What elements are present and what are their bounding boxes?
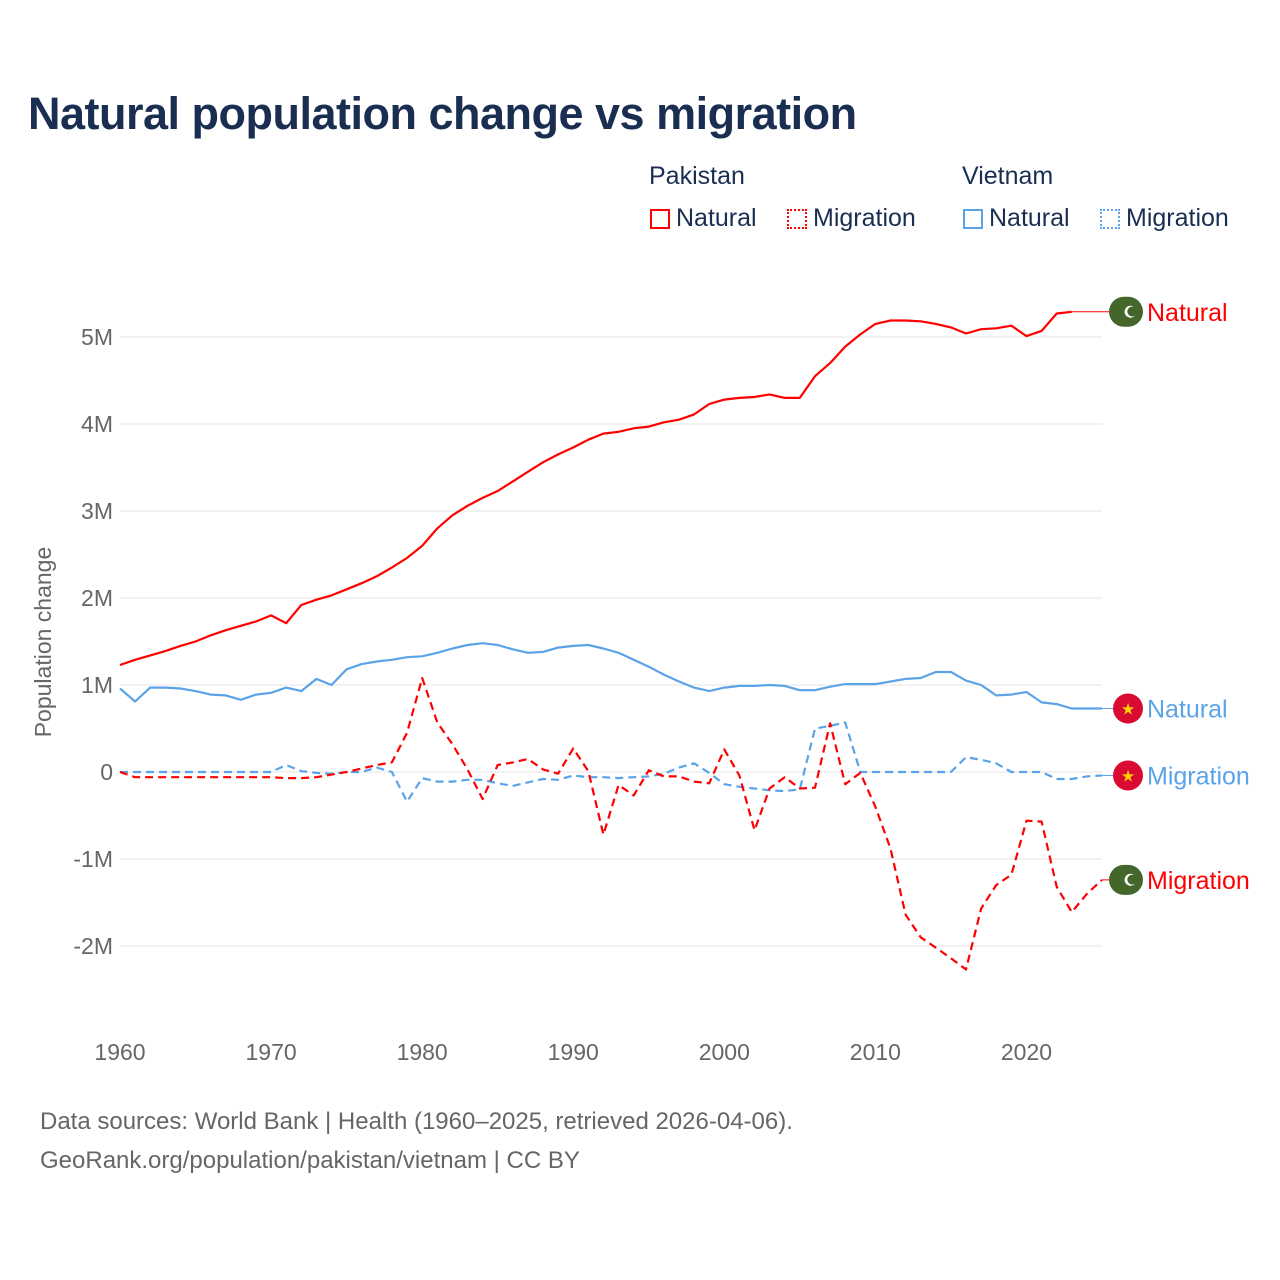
y-tick-label: 2M (81, 585, 113, 611)
x-tick-label: 2020 (1001, 1039, 1052, 1065)
series-end-label: Migration (1147, 762, 1250, 790)
series-line-vietnam-migration (120, 721, 1103, 803)
y-tick-label: 1M (81, 672, 113, 698)
series-line-pakistan-natural (119, 310, 1072, 667)
series-end-label: Natural (1147, 299, 1228, 327)
x-tick-label: 1970 (245, 1039, 296, 1065)
crescent-icon (1124, 305, 1135, 318)
y-tick-label: 4M (81, 411, 113, 437)
footer-link[interactable]: GeoRank.org/population/pakistan/vietnam … (40, 1147, 580, 1174)
legend-label: Migration (813, 204, 916, 232)
y-tick-label: 5M (81, 324, 113, 350)
legend-pakistan-migration[interactable]: Migration (787, 204, 916, 233)
series-end-label: Migration (1147, 867, 1250, 895)
legend-swatch-solid-blue (963, 208, 983, 229)
star-icon: ★ (1121, 701, 1135, 718)
footer-sources: Data sources: World Bank | Health (1960–… (40, 1108, 793, 1135)
legend-label: Migration (1126, 204, 1229, 232)
x-tick-label: 1960 (94, 1039, 145, 1065)
y-axis-label: Population change (30, 547, 56, 738)
legend-vietnam-migration[interactable]: Migration (1100, 204, 1229, 233)
crescent-icon (1124, 873, 1135, 886)
legend-label: Natural (989, 204, 1070, 232)
legend-group-vietnam: Vietnam (962, 162, 1054, 190)
legend-pakistan-natural[interactable]: Natural (650, 204, 757, 233)
y-tick-label: 0 (100, 759, 113, 785)
legend-vietnam-natural[interactable]: Natural (963, 204, 1070, 233)
x-tick-label: 1990 (548, 1039, 599, 1065)
star-icon: ★ (1121, 768, 1135, 785)
y-tick-label: -2M (73, 933, 113, 959)
y-tick-label: -1M (73, 846, 113, 872)
legend-group-pakistan: Pakistan (649, 162, 745, 190)
pakistan-flag-icon (1109, 296, 1144, 327)
series-line-pakistan-migration (119, 676, 1103, 971)
x-tick-label: 2000 (699, 1039, 750, 1065)
legend-label: Natural (676, 204, 757, 232)
series-line-vietnam-natural (119, 642, 1102, 710)
y-tick-label: 3M (81, 498, 113, 524)
legend-swatch-solid-red (650, 208, 670, 229)
flag-red-field (1113, 693, 1143, 724)
flag-red-field (1113, 760, 1143, 791)
vietnam-flag-icon: ★ (1113, 693, 1143, 724)
legend-swatch-dotted-red (787, 208, 807, 229)
chart-title: Natural population change vs migration (28, 88, 857, 139)
series-end-label: Natural (1147, 695, 1228, 723)
x-tick-label: 2010 (850, 1039, 901, 1065)
x-tick-label: 1980 (397, 1039, 448, 1065)
legend-swatch-dotted-blue (1100, 208, 1120, 229)
vietnam-flag-icon: ★ (1113, 760, 1143, 791)
pakistan-flag-icon (1109, 864, 1144, 895)
